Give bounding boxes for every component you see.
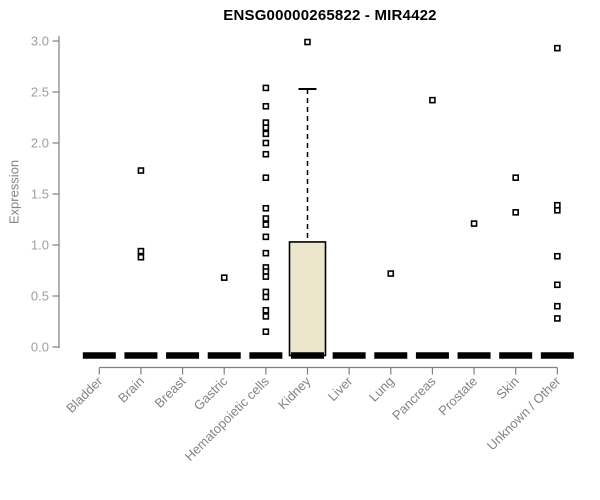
x-tick-label: Kidney (275, 373, 314, 412)
outlier-point (554, 207, 561, 214)
outlier-point (262, 150, 270, 158)
y-tick-label: 3.0 (31, 34, 49, 49)
median-bar (82, 352, 116, 359)
outlier-point (262, 124, 270, 131)
x-tick-label: Liver (325, 373, 356, 404)
outlier-point (262, 328, 270, 336)
median-bar (415, 352, 449, 359)
median-bar (124, 352, 158, 359)
outlier-point (262, 174, 270, 181)
median-bar (249, 352, 283, 359)
outlier-point (262, 102, 270, 110)
outlier-point (554, 281, 561, 289)
outlier-point (554, 315, 561, 322)
outlier-point (220, 274, 228, 281)
outlier-point (262, 233, 270, 241)
outlier-point (262, 221, 270, 228)
x-tick-label: Lung (366, 374, 397, 405)
outlier-point (137, 167, 145, 174)
outlier-point (554, 302, 561, 310)
x-tick-label: Unknown / Other (484, 373, 564, 453)
chart-title: ENSG00000265822 - MIR4422 (223, 7, 437, 24)
outlier-point (137, 247, 145, 255)
x-tick-label: Breast (152, 373, 189, 410)
outlier-point (554, 201, 561, 209)
median-bar (332, 352, 366, 359)
median-bar (499, 352, 533, 359)
outlier-point (262, 249, 270, 257)
outlier-point (262, 139, 270, 147)
outlier-point (262, 288, 270, 296)
box-body (288, 241, 327, 357)
outlier-point (554, 44, 561, 52)
y-tick-label: 1.5 (31, 187, 49, 202)
x-tick-label: Prostate (435, 374, 480, 419)
median-bar (374, 352, 408, 359)
median-bar (166, 352, 200, 359)
median-bar (457, 352, 491, 359)
y-tick-label: 0.0 (31, 340, 49, 355)
x-tick-label: Pancreas (389, 373, 439, 423)
outlier-point (512, 209, 520, 216)
median-bar (540, 352, 574, 359)
outlier-point (262, 273, 270, 280)
x-tick-label: Bladder (63, 373, 106, 416)
outlier-point (262, 215, 270, 222)
x-tick-label: Gastric (191, 373, 231, 413)
outlier-point (470, 220, 478, 227)
outlier-point (262, 313, 270, 320)
y-tick-label: 0.5 (31, 289, 49, 304)
outlier-point (262, 268, 270, 275)
outlier-point (512, 174, 520, 181)
outlier-point (429, 96, 436, 104)
outlier-point (262, 293, 270, 301)
y-tick-label: 2.0 (31, 136, 49, 151)
y-tick-label: 1.0 (31, 238, 49, 253)
outlier-point (304, 38, 311, 46)
outlier-point (554, 252, 561, 260)
outlier-point (262, 119, 270, 126)
outlier-point (387, 270, 395, 277)
x-tick-label: Skin (493, 374, 521, 402)
median-bar (291, 352, 324, 359)
outlier-point (262, 204, 270, 212)
outlier-point (262, 306, 270, 314)
x-tick-label: Brain (115, 374, 147, 406)
median-bar (207, 352, 241, 359)
outlier-point (262, 130, 270, 138)
y-tick-label: 2.5 (31, 85, 49, 100)
outlier-point (137, 253, 145, 261)
outlier-point (262, 84, 270, 92)
